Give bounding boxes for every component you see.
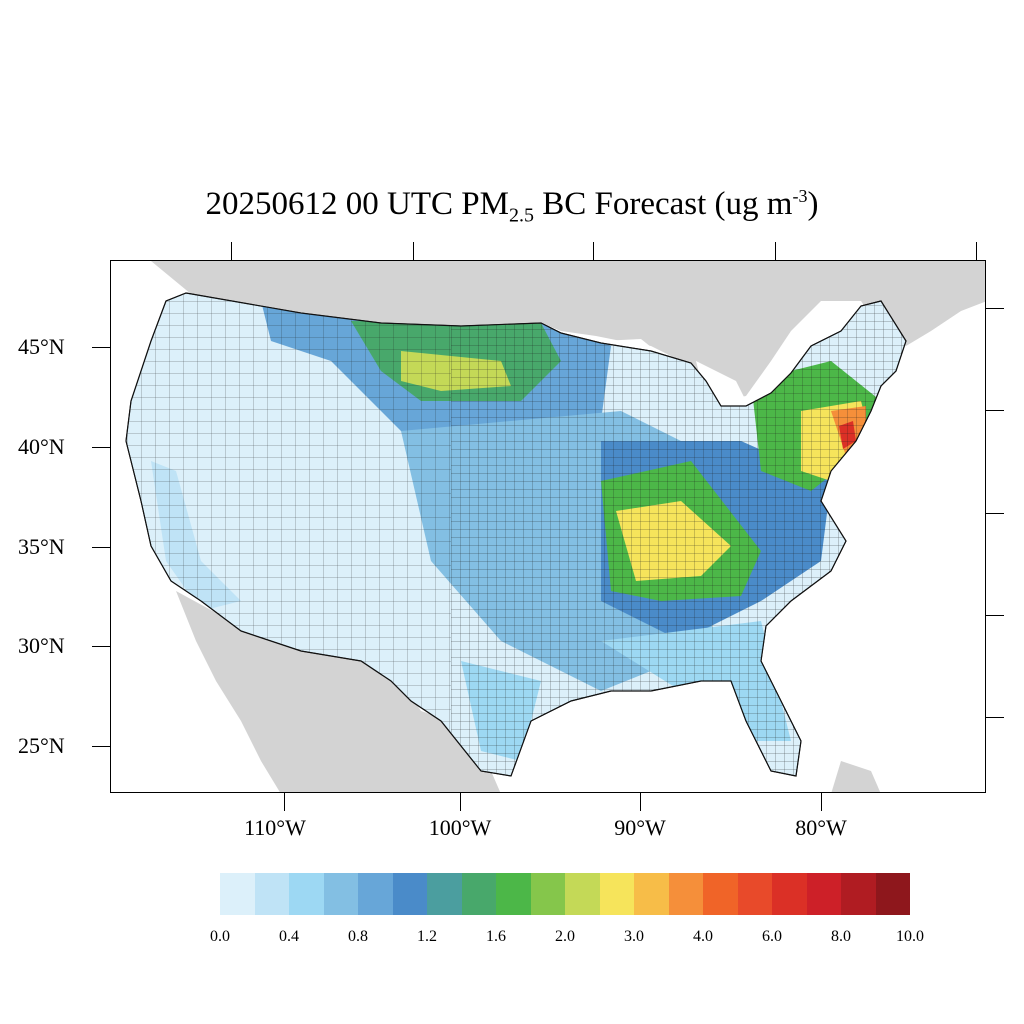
colorbar-swatch	[530, 873, 565, 915]
colorbar-label: 10.0	[896, 928, 924, 945]
map-title: 20250612 00 UTC PM2.5 BC Forecast (ug m-…	[205, 186, 819, 227]
colorbar-swatch	[392, 873, 427, 915]
colorbar-swatch	[461, 873, 496, 915]
colorbar-label: 1.6	[486, 928, 506, 945]
colorbar-label: 0.4	[279, 928, 299, 945]
right-tick	[986, 717, 1004, 718]
colorbar-swatch	[220, 873, 255, 915]
bottom-tick	[284, 793, 285, 811]
colorbar-swatch	[668, 873, 703, 915]
bottom-tick	[640, 793, 641, 811]
colorbar	[220, 873, 910, 915]
colorbar-swatch	[323, 873, 358, 915]
canada-land	[111, 261, 985, 401]
top-tick	[231, 242, 232, 260]
lon-label-90w: 90°W	[614, 815, 666, 840]
conus-outline	[125, 292, 907, 777]
colorbar-swatch	[565, 873, 600, 915]
colorbar-label: 6.0	[762, 928, 782, 945]
colorbar-swatch	[496, 873, 531, 915]
colorbar-swatch	[599, 873, 634, 915]
forecast-map[interactable]	[111, 261, 986, 793]
colorbar-label: 1.2	[417, 928, 437, 945]
lat-label-25n: 25°N	[18, 733, 65, 758]
colorbar-swatch	[358, 873, 393, 915]
left-tick	[92, 646, 110, 647]
colorbar-label: 3.0	[624, 928, 644, 945]
lat-label-35n: 35°N	[18, 534, 65, 559]
map-frame[interactable]	[110, 260, 986, 793]
top-tick	[593, 242, 594, 260]
cuba-land	[831, 761, 881, 792]
bottom-tick	[460, 793, 461, 811]
colorbar-swatch	[806, 873, 841, 915]
colorbar-swatch	[875, 873, 910, 915]
colorbar-swatch	[634, 873, 669, 915]
lon-label-100w: 100°W	[428, 815, 492, 840]
top-tick	[976, 242, 977, 260]
left-tick	[92, 746, 110, 747]
lat-label-30n: 30°N	[18, 633, 65, 658]
bottom-tick	[821, 793, 822, 811]
right-tick	[986, 308, 1004, 309]
lon-label-80w: 80°W	[795, 815, 847, 840]
colorbar-swatch	[772, 873, 807, 915]
top-tick	[775, 242, 776, 260]
colorbar-label: 8.0	[831, 928, 851, 945]
mexico-land	[176, 591, 501, 792]
right-tick	[986, 615, 1004, 616]
lat-label-40n: 40°N	[18, 434, 65, 459]
right-tick	[986, 513, 1004, 514]
lon-label-110w: 110°W	[244, 815, 306, 840]
colorbar-label: 2.0	[555, 928, 575, 945]
lat-label-45n: 45°N	[18, 334, 65, 359]
colorbar-swatch	[427, 873, 462, 915]
colorbar-swatch	[703, 873, 738, 915]
colorbar-label: 4.0	[693, 928, 713, 945]
top-tick	[413, 242, 414, 260]
colorbar-label: 0.0	[210, 928, 230, 945]
left-tick	[92, 347, 110, 348]
colorbar-swatch	[289, 873, 324, 915]
colorbar-label: 0.8	[348, 928, 368, 945]
left-tick	[92, 447, 110, 448]
colorbar-swatch	[254, 873, 289, 915]
colorbar-swatch	[737, 873, 772, 915]
right-tick	[986, 410, 1004, 411]
left-tick	[92, 547, 110, 548]
colorbar-swatch	[841, 873, 876, 915]
